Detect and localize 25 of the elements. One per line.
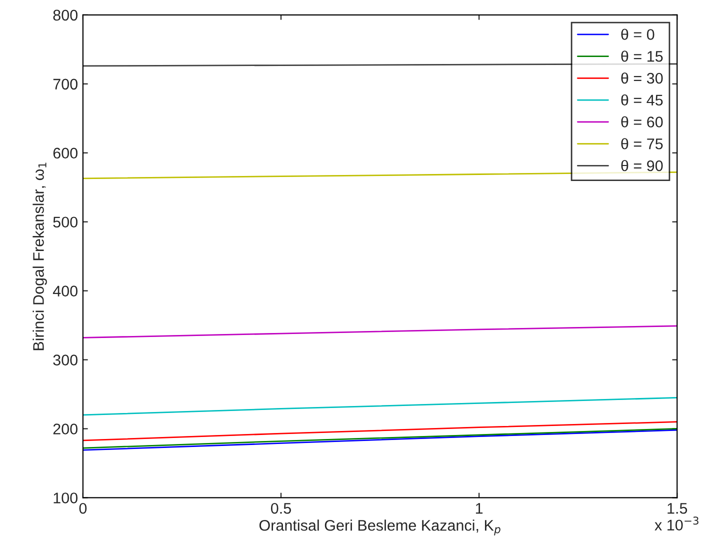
legend-label: θ = 60 [621, 116, 663, 128]
x-tick-label: 1.5 [668, 503, 688, 514]
line-series [82, 325, 678, 338]
y-tick-label: 500 [53, 216, 78, 228]
line-series [82, 421, 678, 442]
y-tick-label: 200 [53, 424, 78, 434]
line-series [82, 397, 678, 416]
x-tick-label: 0 [79, 502, 87, 514]
legend-label: θ = 0 [621, 28, 654, 40]
x-tick-label: 1 [476, 503, 483, 514]
text: x 10$^{−3}$ [654, 516, 698, 531]
x-axis-title: Orantisal Geri Besleme Kazanci, K$_{p}$ [259, 520, 500, 536]
y-tick-label: 700 [53, 78, 78, 90]
legend-label: θ = 75 [621, 138, 663, 150]
y-tick-label: 300 [53, 354, 78, 366]
legend-label: θ = 90 [621, 160, 663, 172]
y-tick-label: 600 [53, 148, 78, 159]
legend-label: θ = 30 [621, 72, 663, 84]
legend-label: θ = 45 [621, 94, 663, 106]
legend-label: θ = 15 [621, 50, 663, 62]
y-axis-title: Birinci Dogal Frekanslar, ω$_{1}$ [32, 162, 47, 350]
y-tick-label: 400 [52, 286, 78, 296]
y-tick-label: 800 [53, 10, 78, 21]
x-tick-label: 0.5 [270, 502, 291, 514]
y-tick-label: 100 [54, 492, 78, 504]
